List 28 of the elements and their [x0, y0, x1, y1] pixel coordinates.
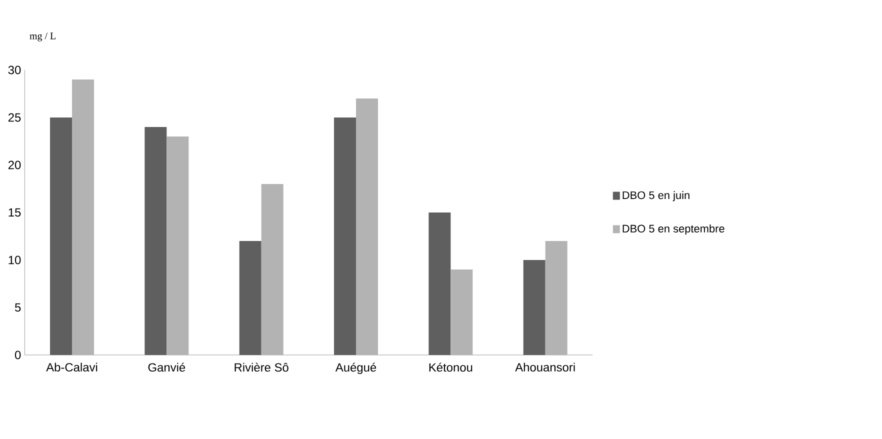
- bar: [239, 240, 262, 355]
- bar: [144, 126, 167, 355]
- bar: [261, 184, 284, 355]
- y-tick-label: 0: [14, 350, 21, 360]
- bar: [450, 269, 473, 355]
- bar: [166, 136, 189, 355]
- y-tick-label: 20: [8, 160, 21, 170]
- x-tick-label: Kétonou: [429, 362, 472, 372]
- y-tick-label: 5: [14, 303, 21, 312]
- legend-label: DBO 5 en juin: [622, 191, 690, 202]
- x-tick-label: Ahouansori: [515, 362, 575, 372]
- x-tick-label: Ganvié: [148, 362, 186, 372]
- bar: [523, 260, 546, 355]
- y-tick-label: 10: [8, 256, 21, 264]
- y-tick-label: 30: [8, 66, 21, 74]
- legend-label: DBO 5 en septembre: [622, 224, 724, 235]
- x-tick-label: Ab-Calavi: [46, 362, 98, 372]
- bar: [356, 98, 378, 355]
- bar: [428, 212, 451, 355]
- x-tick-label: Auégué: [335, 362, 376, 374]
- bar: [50, 117, 72, 355]
- y-tick-label: 25: [8, 113, 21, 122]
- bar: [545, 240, 568, 355]
- bar: [72, 79, 94, 355]
- y-tick-label: 15: [8, 208, 21, 217]
- x-tick-label: Rivière Sô: [234, 362, 288, 372]
- y-axis-title: mg / L: [30, 32, 56, 42]
- bar: [334, 117, 356, 355]
